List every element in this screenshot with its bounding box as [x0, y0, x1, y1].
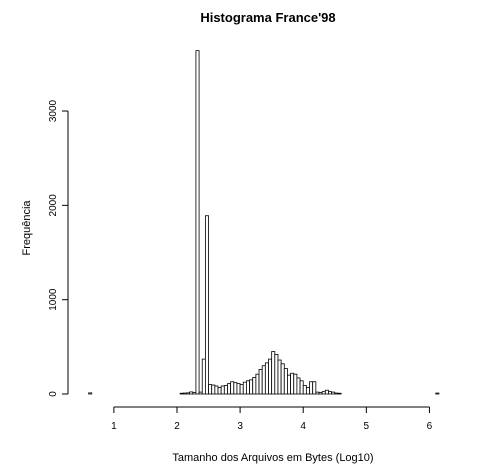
- histogram-bar-10: [208, 384, 213, 395]
- histogram-bar-7: [198, 391, 203, 395]
- y-tick-label-0: 0: [48, 391, 59, 397]
- histogram-bar-42: [309, 381, 314, 395]
- histogram-bar-14: [220, 385, 225, 395]
- histogram-bar-40: [302, 385, 307, 395]
- histogram-bar-9: [204, 215, 209, 395]
- histogram-bar-47: [324, 389, 329, 395]
- histogram-bar-52: [435, 392, 440, 395]
- histogram-bar-5: [192, 392, 197, 395]
- histogram-bar-28: [264, 362, 269, 395]
- x-axis: 1 2 3 4 5 6: [111, 406, 433, 432]
- histogram-bar-34: [283, 368, 288, 395]
- histogram-bar-29: [268, 358, 273, 395]
- histogram-bar-23: [249, 379, 254, 395]
- histogram-bar-35: [287, 374, 291, 395]
- x-tick-label-5: 5: [364, 421, 370, 432]
- histogram-bar-2: [182, 392, 187, 395]
- histogram-bar-18: [233, 382, 238, 395]
- histogram-bar-32: [277, 359, 282, 395]
- histogram-bar-20: [239, 384, 244, 395]
- x-tick-label-2: 2: [174, 421, 180, 432]
- histogram-bar-43: [312, 381, 317, 395]
- x-tick-label-3: 3: [237, 421, 243, 432]
- histogram-bar-13: [217, 386, 222, 395]
- histogram-bar-27: [261, 365, 266, 395]
- y-tick-label-3000: 3000: [48, 99, 59, 122]
- histogram-bar-1: [179, 392, 184, 395]
- histogram-bar-25: [255, 373, 260, 395]
- histogram-bar-45: [318, 392, 323, 395]
- histogram-bar-19: [236, 383, 241, 395]
- histogram-bar-3: [186, 392, 191, 395]
- histogram-bar-21: [242, 381, 247, 395]
- histogram-bar-50: [334, 392, 339, 395]
- histogram-bar-0: [88, 392, 93, 395]
- histogram-bar-11: [211, 384, 216, 395]
- histogram-bar-49: [331, 391, 336, 395]
- x-tick-label-6: 6: [427, 421, 433, 432]
- histogram-bar-46: [321, 391, 326, 395]
- y-axis-label: Frequência: [21, 200, 33, 256]
- y-tick-label-2000: 2000: [48, 194, 59, 217]
- histogram-bar-4: [189, 391, 194, 395]
- histogram-bar-30: [271, 351, 276, 395]
- histogram-bar-16: [227, 383, 232, 395]
- x-tick-label-1: 1: [111, 421, 117, 432]
- chart-title: Histograma France'98: [200, 10, 335, 25]
- histogram-bar-15: [223, 385, 228, 395]
- histogram-bar-36: [290, 372, 295, 395]
- histogram-bar-26: [258, 369, 263, 395]
- histogram-bar-33: [280, 363, 285, 395]
- histogram-bar-38: [296, 377, 301, 395]
- y-tick-label-1000: 1000: [48, 288, 59, 311]
- histogram-bar-51: [337, 392, 342, 395]
- histogram-bar-8: [201, 358, 206, 395]
- histogram-bar-6: [195, 50, 200, 395]
- histogram-bar-22: [246, 380, 250, 395]
- histogram-bar-39: [299, 380, 304, 395]
- histogram-bar-37: [293, 373, 298, 395]
- histogram-bar-17: [230, 381, 235, 395]
- histogram-bar-12: [214, 385, 219, 395]
- histogram-bar-31: [274, 353, 279, 395]
- histogram-bar-48: [328, 391, 333, 395]
- y-axis: 0 1000 2000 3000: [48, 99, 69, 397]
- histogram-bar-41: [305, 386, 310, 395]
- x-axis-label: Tamanho dos Arquivos em Bytes (Log10): [172, 452, 373, 464]
- x-tick-label-4: 4: [300, 421, 306, 432]
- histogram-bars: [88, 50, 440, 395]
- histogram-bar-44: [315, 391, 320, 395]
- histogram-bar-24: [252, 377, 257, 395]
